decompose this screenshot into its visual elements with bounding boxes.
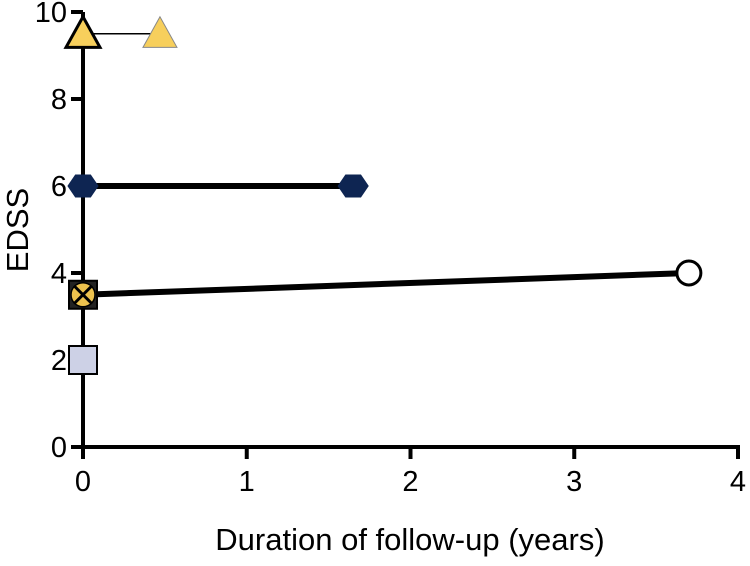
hexagon-marker [67, 174, 99, 198]
x-axis-label: Duration of follow-up (years) [215, 522, 604, 557]
y-tick-label: 4 [51, 258, 67, 290]
triangle-marker [63, 13, 103, 49]
y-tick-label: 10 [35, 0, 67, 29]
x-marker [72, 284, 94, 305]
square-marker [68, 345, 98, 375]
y-tick-label: 6 [51, 171, 67, 203]
x-tick-label: 2 [402, 466, 418, 498]
x-tick-label: 4 [730, 466, 746, 498]
y-axis-label: EDSS [0, 188, 35, 272]
x-tick-label: 0 [75, 466, 91, 498]
y-tick-label: 8 [51, 84, 67, 116]
circle-marker [675, 259, 703, 287]
triangle-marker [142, 15, 178, 48]
x-tick-label: 3 [566, 466, 582, 498]
y-tick-label: 0 [51, 432, 67, 464]
hexagon-marker [337, 174, 369, 198]
series-line [82, 270, 689, 298]
y-tick-label: 2 [51, 345, 67, 377]
x-tick-label: 1 [239, 466, 255, 498]
